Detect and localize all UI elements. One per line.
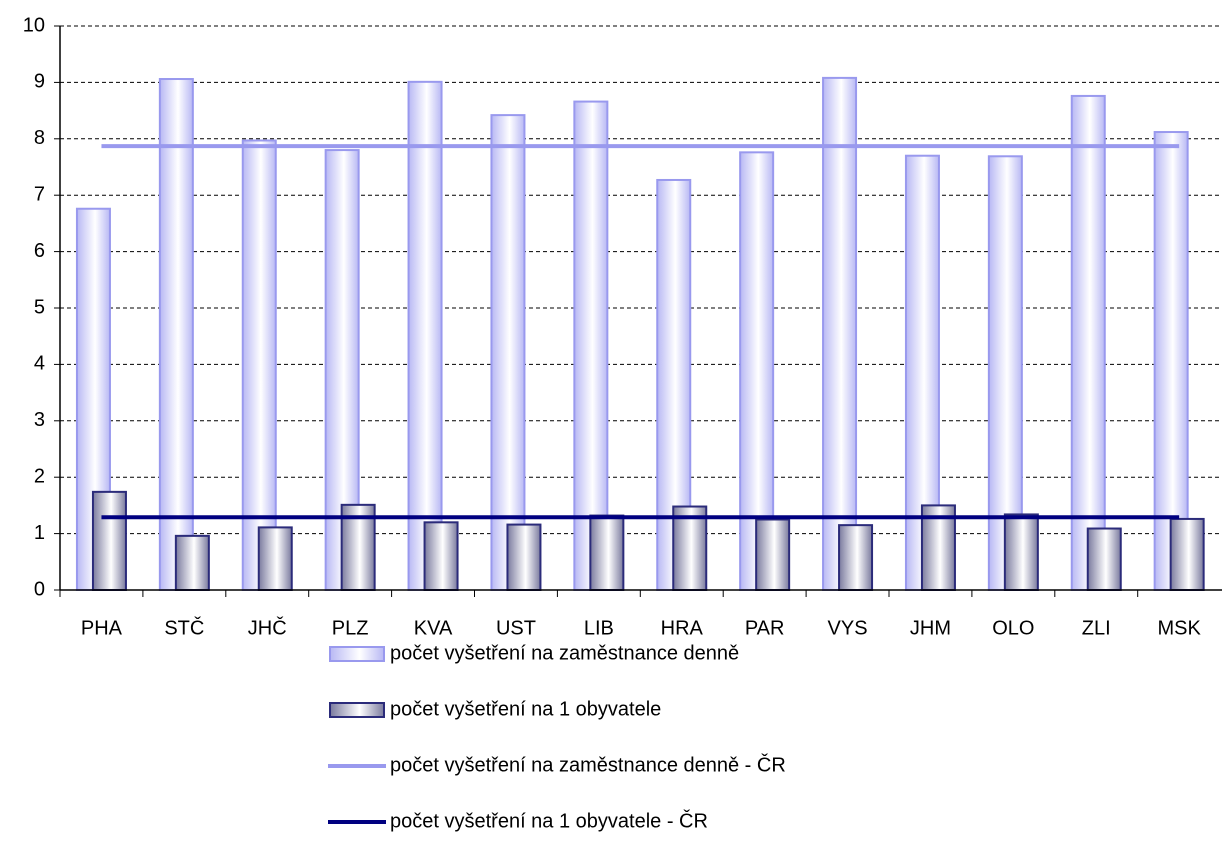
- bar: [1169, 517, 1205, 591]
- x-tick-label: PLZ: [332, 617, 369, 639]
- bar: [506, 523, 542, 591]
- bar: [672, 505, 708, 592]
- y-tick-label: 10: [23, 14, 45, 36]
- y-tick-label: 6: [34, 240, 45, 262]
- x-tick-label: HRA: [661, 617, 704, 639]
- bar: [1003, 513, 1039, 592]
- bar: [407, 80, 443, 591]
- legend-swatch: [329, 646, 385, 662]
- bar: [822, 76, 858, 591]
- y-tick-label: 2: [34, 465, 45, 487]
- bar: [257, 526, 293, 591]
- x-tick-label: LIB: [584, 617, 614, 639]
- legend-label: počet vyšetření na 1 obyvatele: [390, 698, 661, 720]
- x-tick-label: UST: [496, 617, 536, 639]
- x-tick-label: ZLI: [1082, 617, 1111, 639]
- bar: [1070, 94, 1106, 591]
- y-tick-label: 5: [34, 296, 45, 318]
- x-tick-label: OLO: [992, 617, 1034, 639]
- x-tick-label: MSK: [1157, 617, 1201, 639]
- bar: [174, 534, 210, 592]
- bar: [1086, 527, 1122, 591]
- x-tick-label: KVA: [414, 617, 453, 639]
- bar: [91, 490, 127, 592]
- x-tick-label: PHA: [81, 617, 123, 639]
- y-tick-label: 4: [34, 353, 45, 375]
- bar: [755, 518, 791, 591]
- legend-swatch: [329, 702, 385, 718]
- x-tick-label: JHČ: [248, 616, 287, 639]
- bar: [838, 524, 874, 592]
- x-tick-label: STČ: [164, 616, 204, 639]
- legend-label: počet vyšetření na 1 obyvatele - ČR: [390, 809, 708, 832]
- bar: [920, 504, 956, 591]
- bar: [589, 514, 625, 591]
- bar: [1153, 131, 1189, 591]
- y-tick-label: 3: [34, 409, 45, 431]
- x-tick-label: VYS: [828, 617, 868, 639]
- bar: [423, 521, 459, 592]
- y-tick-label: 0: [34, 578, 45, 600]
- legend-label: počet vyšetření na zaměstnance denně: [390, 642, 739, 664]
- legend-label: počet vyšetření na zaměstnance denně - Č…: [390, 753, 786, 776]
- bar: [241, 139, 277, 591]
- y-tick-label: 1: [34, 522, 45, 544]
- y-tick-label: 9: [34, 71, 45, 93]
- bar: [158, 78, 194, 592]
- x-tick-label: PAR: [745, 617, 785, 639]
- y-tick-label: 8: [34, 127, 45, 149]
- x-tick-label: JHM: [910, 617, 951, 639]
- y-tick-label: 7: [34, 183, 45, 205]
